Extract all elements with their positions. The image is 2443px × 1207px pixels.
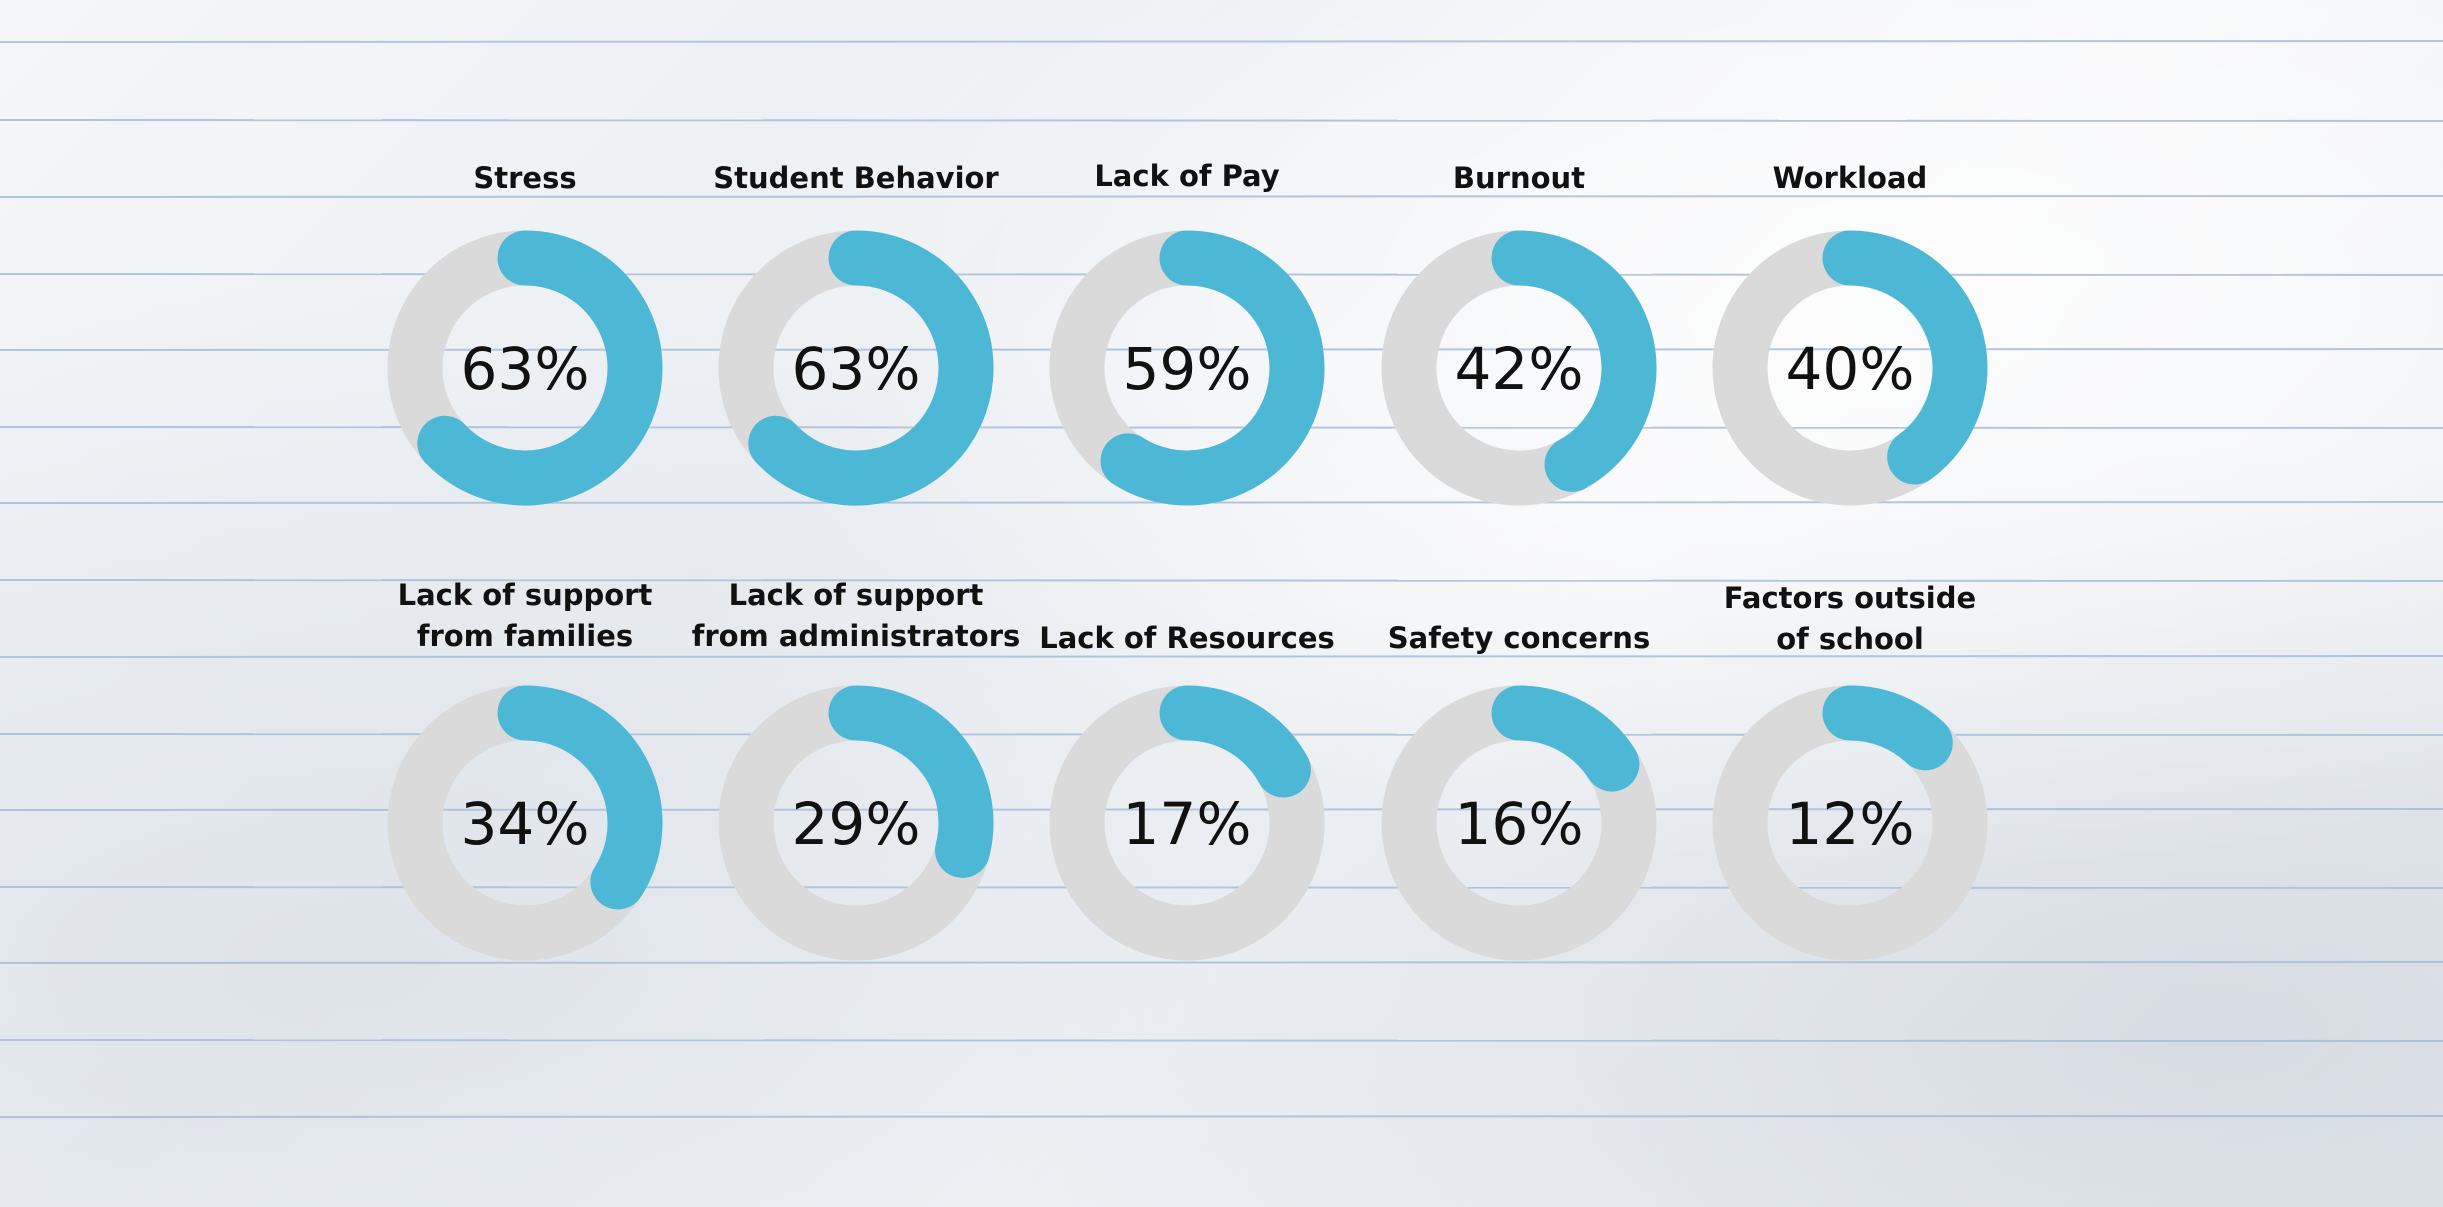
donut-burnout: Burnout 42% bbox=[1381, 161, 1657, 506]
rule-line bbox=[0, 1115, 2443, 1118]
donut-value-arc bbox=[1822, 685, 1953, 771]
donut-stress: Stress 63% bbox=[387, 161, 663, 506]
donut-title-line: from families bbox=[417, 619, 633, 653]
donut-title: Lack of Resources bbox=[1039, 621, 1335, 655]
donut-title: Workload bbox=[1773, 161, 1928, 195]
donut-title-line: of school bbox=[1776, 622, 1924, 656]
donut-title: Lack of Pay bbox=[1094, 159, 1279, 193]
donut-title-line: Factors outside bbox=[1724, 581, 1976, 615]
donut-value-label: 29% bbox=[792, 790, 921, 858]
donut-factors-outside-of-school: Factors outside of school 12% bbox=[1712, 581, 1988, 961]
donut-value-arc bbox=[417, 230, 663, 506]
donut-value-arc bbox=[1491, 230, 1657, 492]
donut-value-arc bbox=[1159, 685, 1311, 798]
rule-line bbox=[0, 40, 2443, 43]
donut-title-line: Student Behavior bbox=[713, 161, 999, 195]
donut-workload: Workload 40% bbox=[1712, 161, 1988, 506]
rule-line bbox=[0, 1039, 2443, 1042]
rule-line bbox=[0, 119, 2443, 122]
donut-title-line: Lack of support bbox=[398, 578, 653, 612]
donut-value-label: 17% bbox=[1123, 790, 1252, 858]
donut-value-label: 42% bbox=[1455, 335, 1584, 403]
donut-lack-of-pay: Lack of Pay 59% bbox=[1049, 159, 1325, 506]
donut-title-line: Lack of Pay bbox=[1094, 159, 1279, 193]
donut-student-behavior: Student Behavior 63% bbox=[713, 161, 999, 506]
donut-value-label: 63% bbox=[792, 335, 921, 403]
donut-value-label: 34% bbox=[461, 790, 590, 858]
donut-value-arc bbox=[1100, 230, 1325, 506]
donut-lack-of-support-from-administrators: Lack of support from administrators 29% bbox=[692, 578, 1021, 961]
donut-value-label: 12% bbox=[1786, 790, 1915, 858]
donut-title: Safety concerns bbox=[1388, 621, 1650, 655]
donut-lack-of-support-from-families: Lack of support from families 34% bbox=[387, 578, 663, 961]
donut-title: Lack of support from families bbox=[398, 578, 653, 653]
donut-title: Stress bbox=[473, 161, 576, 195]
donut-title-line: Safety concerns bbox=[1388, 621, 1650, 655]
donut-value-arc bbox=[1491, 685, 1640, 792]
rule-line bbox=[0, 195, 2443, 198]
donut-lack-of-resources: Lack of Resources 17% bbox=[1039, 621, 1335, 961]
rule-line bbox=[0, 655, 2443, 658]
donut-value-arc bbox=[1822, 230, 1988, 485]
rule-line bbox=[0, 579, 2443, 582]
donut-value-label: 63% bbox=[461, 335, 590, 403]
donut-title-line: Burnout bbox=[1453, 161, 1585, 195]
rule-line bbox=[0, 961, 2443, 964]
donut-title-line: from administrators bbox=[692, 619, 1021, 653]
donut-value-label: 40% bbox=[1786, 335, 1915, 403]
donut-title-line: Lack of Resources bbox=[1039, 621, 1335, 655]
donut-value-label: 16% bbox=[1455, 790, 1584, 858]
donut-title-line: Workload bbox=[1773, 161, 1928, 195]
donut-safety-concerns: Safety concerns 16% bbox=[1381, 621, 1657, 961]
donut-title: Student Behavior bbox=[713, 161, 999, 195]
rule-line bbox=[0, 501, 2443, 504]
donut-value-arc bbox=[828, 685, 994, 878]
donut-title: Burnout bbox=[1453, 161, 1585, 195]
donut-value-arc bbox=[748, 230, 994, 506]
donut-title: Factors outside of school bbox=[1724, 581, 1976, 656]
donut-title-line: Stress bbox=[473, 161, 576, 195]
donut-value-label: 59% bbox=[1123, 335, 1252, 403]
donut-title: Lack of support from administrators bbox=[692, 578, 1021, 653]
donut-title-line: Lack of support bbox=[729, 578, 984, 612]
donut-value-arc bbox=[497, 685, 663, 910]
